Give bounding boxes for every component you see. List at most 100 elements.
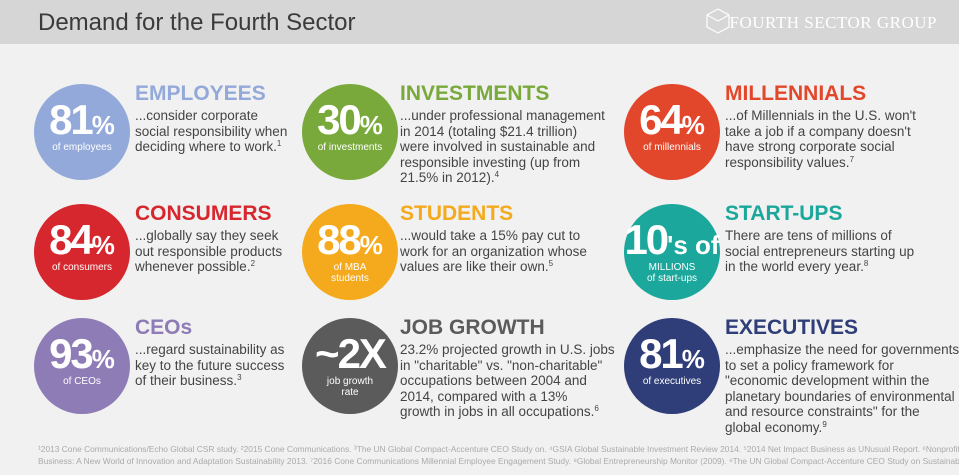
item-text-line: ...regard sustainability as xyxy=(135,342,284,358)
item-text: 23.2% projected growth in U.S. jobs in "c… xyxy=(400,342,615,420)
stat-number: 93 xyxy=(49,330,94,377)
stat-label: of executives xyxy=(624,376,720,387)
text-line: There are tens of millions of xyxy=(725,228,892,243)
item-text-line: ...of Millennials in the U.S. won't xyxy=(725,108,916,124)
text-line: "economic development within the xyxy=(725,373,930,389)
stat-value: 81% xyxy=(624,332,720,381)
stat-label-line: of millennials xyxy=(643,142,701,153)
stat-value: ~2X xyxy=(302,332,398,376)
item-text-line: to set a policy framework for xyxy=(725,358,959,374)
item-text-line: work for an organization whose xyxy=(400,244,587,260)
item-heading: START-UPS xyxy=(725,202,843,225)
text-line: 2014, compared with a 13% xyxy=(400,388,568,404)
stat-label: job growth rate xyxy=(302,376,398,398)
item-text-line: social responsibility when xyxy=(135,124,287,140)
text-line: deciding where to work. xyxy=(135,139,277,155)
text-line: social entrepreneurs starting up xyxy=(725,243,915,259)
text-line: ...would take a 15% pay cut to xyxy=(400,228,581,243)
item-text-line: There are tens of millions of xyxy=(725,228,914,244)
stat-label: of CEOs xyxy=(34,376,130,387)
footnote-ref: 5 xyxy=(548,259,554,269)
logo-text: FOURTH SECTOR GROUP xyxy=(729,13,937,32)
stat-circle: 81% of executives xyxy=(624,318,720,414)
footnote-ref: 6 xyxy=(594,404,599,414)
text-line: ...emphasize the need for governments xyxy=(725,342,959,357)
stat-number: ~2X xyxy=(315,330,387,377)
stat-number: 88 xyxy=(317,216,362,263)
item-text-line: in 2014 (totaling $21.4 trillion) xyxy=(400,124,605,140)
text-line: were involved in sustainable and xyxy=(400,139,596,155)
stat-label: of consumers xyxy=(34,262,130,273)
item-text: There are tens of millions of social entr… xyxy=(725,228,914,275)
item-text-line: social entrepreneurs starting up xyxy=(725,244,914,260)
item-text-line: 2014, compared with a 13% xyxy=(400,389,615,405)
stat-circle: 88% of MBA students xyxy=(302,204,398,300)
stat-label: of millennials xyxy=(624,142,720,153)
text-line: key to the future success xyxy=(135,357,285,373)
item-text-line: growth in jobs in all occupations.6 xyxy=(400,404,615,420)
item-text-line: out responsible products xyxy=(135,244,282,260)
item-text: ...under professional management in 2014 … xyxy=(400,108,605,186)
text-line: values are like their own. xyxy=(400,259,549,275)
stat-circle: 10's of MILLIONS of start-ups xyxy=(624,204,720,300)
stat-circle: 93% of CEOs xyxy=(34,318,130,414)
stat-suffix: % xyxy=(91,110,115,140)
stat-label-line: of investments xyxy=(317,142,383,153)
text-line: ...globally say they seek xyxy=(135,228,279,243)
text-line: ...of Millennials in the U.S. won't xyxy=(725,108,916,123)
footnote-ref: 4 xyxy=(494,170,500,180)
stat-value: 84% xyxy=(34,218,130,267)
item-heading: EMPLOYEES xyxy=(135,82,266,105)
stat-value: 88% xyxy=(302,218,398,267)
text-line: social responsibility when xyxy=(135,123,288,139)
item-text: ...regard sustainability as key to the fu… xyxy=(135,342,284,389)
stat-label: of investments xyxy=(302,142,398,153)
stat-label-line: rate xyxy=(341,387,359,398)
stat-label-line: of CEOs xyxy=(63,376,101,387)
stat-number: 10 xyxy=(624,216,669,263)
text-line: to set a policy framework for xyxy=(725,357,894,373)
item-text-line: have strong corporate social xyxy=(725,139,916,155)
text-line: growth in jobs in all occupations. xyxy=(400,404,595,420)
text-line: 23.2% projected growth in U.S. jobs xyxy=(400,342,615,357)
text-line: global economy. xyxy=(725,419,823,435)
text-line: ...regard sustainability as xyxy=(135,342,285,357)
text-line: in "charitable" vs. "non-charitable" xyxy=(400,357,603,373)
stat-label: MILLIONS of start-ups xyxy=(624,262,720,284)
stat-label-line: MILLIONS xyxy=(648,262,696,273)
stat-label-line: of MBA xyxy=(333,262,367,273)
item-text-line: ...under professional management xyxy=(400,108,605,124)
stat-number: 81 xyxy=(639,330,684,377)
text-line: take a job if a company doesn't xyxy=(725,123,911,139)
item-text: ...globally say they seek out responsible… xyxy=(135,228,282,275)
stat-value: 81% xyxy=(34,98,130,147)
item-text-line: ...consider corporate xyxy=(135,108,287,124)
item-text-line: of their business.3 xyxy=(135,373,284,389)
stat-number: 81 xyxy=(49,96,94,143)
stat-suffix: % xyxy=(91,230,115,260)
text-line: 21.5% in 2012). xyxy=(400,170,495,186)
stat-suffix: % xyxy=(681,110,705,140)
footnote-ref: 7 xyxy=(849,154,855,164)
item-text: ...would take a 15% pay cut to work for a… xyxy=(400,228,587,275)
item-heading: EXECUTIVES xyxy=(725,316,859,339)
text-line: ...consider corporate xyxy=(135,108,259,123)
item-text-line: occupations between 2004 and xyxy=(400,373,615,389)
item-text-line: global economy.9 xyxy=(725,420,959,436)
item-text-line: take a job if a company doesn't xyxy=(725,124,916,140)
stat-label-line: of executives xyxy=(642,376,702,387)
stat-label-line: students xyxy=(331,273,369,284)
stat-number: 64 xyxy=(639,96,684,143)
item-heading: JOB GROWTH xyxy=(400,316,545,339)
item-text: ...consider corporate social responsibili… xyxy=(135,108,287,155)
text-line: responsibility values. xyxy=(725,154,850,170)
text-line: planetary boundaries of environmental xyxy=(725,388,955,404)
text-line: occupations between 2004 and xyxy=(400,373,587,389)
stat-label: of MBA students xyxy=(302,262,398,284)
item-text-line: in "charitable" vs. "non-charitable" xyxy=(400,358,615,374)
item-text-line: ...emphasize the need for governments xyxy=(725,342,959,358)
footnote-ref: 9 xyxy=(822,419,827,429)
text-line: responsible investing (up from xyxy=(400,154,581,170)
text-line: have strong corporate social xyxy=(725,139,895,155)
